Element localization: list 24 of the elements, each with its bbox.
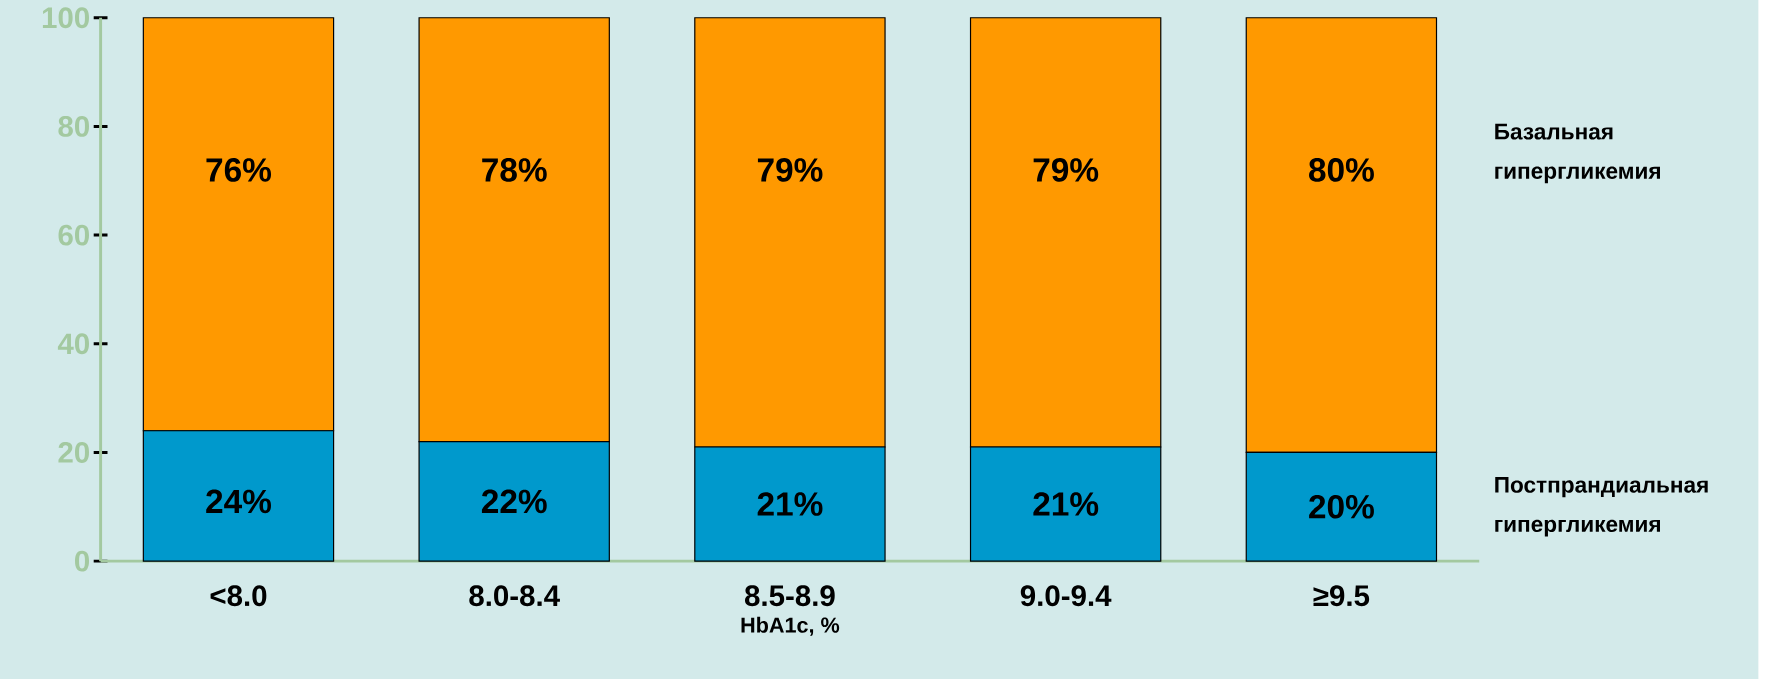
y-tick-label: 0 bbox=[75, 550, 90, 572]
y-tick-label: 80 bbox=[58, 115, 90, 137]
text: Базальная гипергликемия bbox=[1495, 123, 1660, 184]
data-label: 76% bbox=[206, 157, 272, 182]
data-label: 78% bbox=[482, 157, 547, 182]
data-label: 20% bbox=[1309, 494, 1374, 519]
x-tick-label: 8.5-8.9 bbox=[744, 585, 835, 606]
x-tick-label: ≥9.5 bbox=[1313, 585, 1370, 606]
text: Постпрандиальная гипергликемия bbox=[1495, 476, 1708, 537]
x-axis-title: HbA1c, % bbox=[741, 616, 840, 636]
data-label: 21% bbox=[757, 492, 823, 516]
data-label: 21% bbox=[1033, 492, 1099, 516]
y-tick-label: 40 bbox=[57, 333, 90, 354]
x-tick-label: 9.0-9.4 bbox=[1020, 585, 1112, 606]
y-tick-label: 60 bbox=[58, 224, 90, 246]
data-label: 79% bbox=[1033, 157, 1099, 182]
y-tick-label: 100 bbox=[42, 7, 90, 28]
data-label: 80% bbox=[1309, 157, 1374, 182]
y-tick-label: 20 bbox=[58, 441, 90, 463]
data-label: 79% bbox=[757, 157, 823, 182]
x-tick-label: <8.0 bbox=[210, 585, 267, 606]
data-label: 22% bbox=[481, 489, 547, 513]
data-label: 24% bbox=[206, 489, 272, 513]
x-tick-label: 8.0-8.4 bbox=[469, 585, 560, 606]
